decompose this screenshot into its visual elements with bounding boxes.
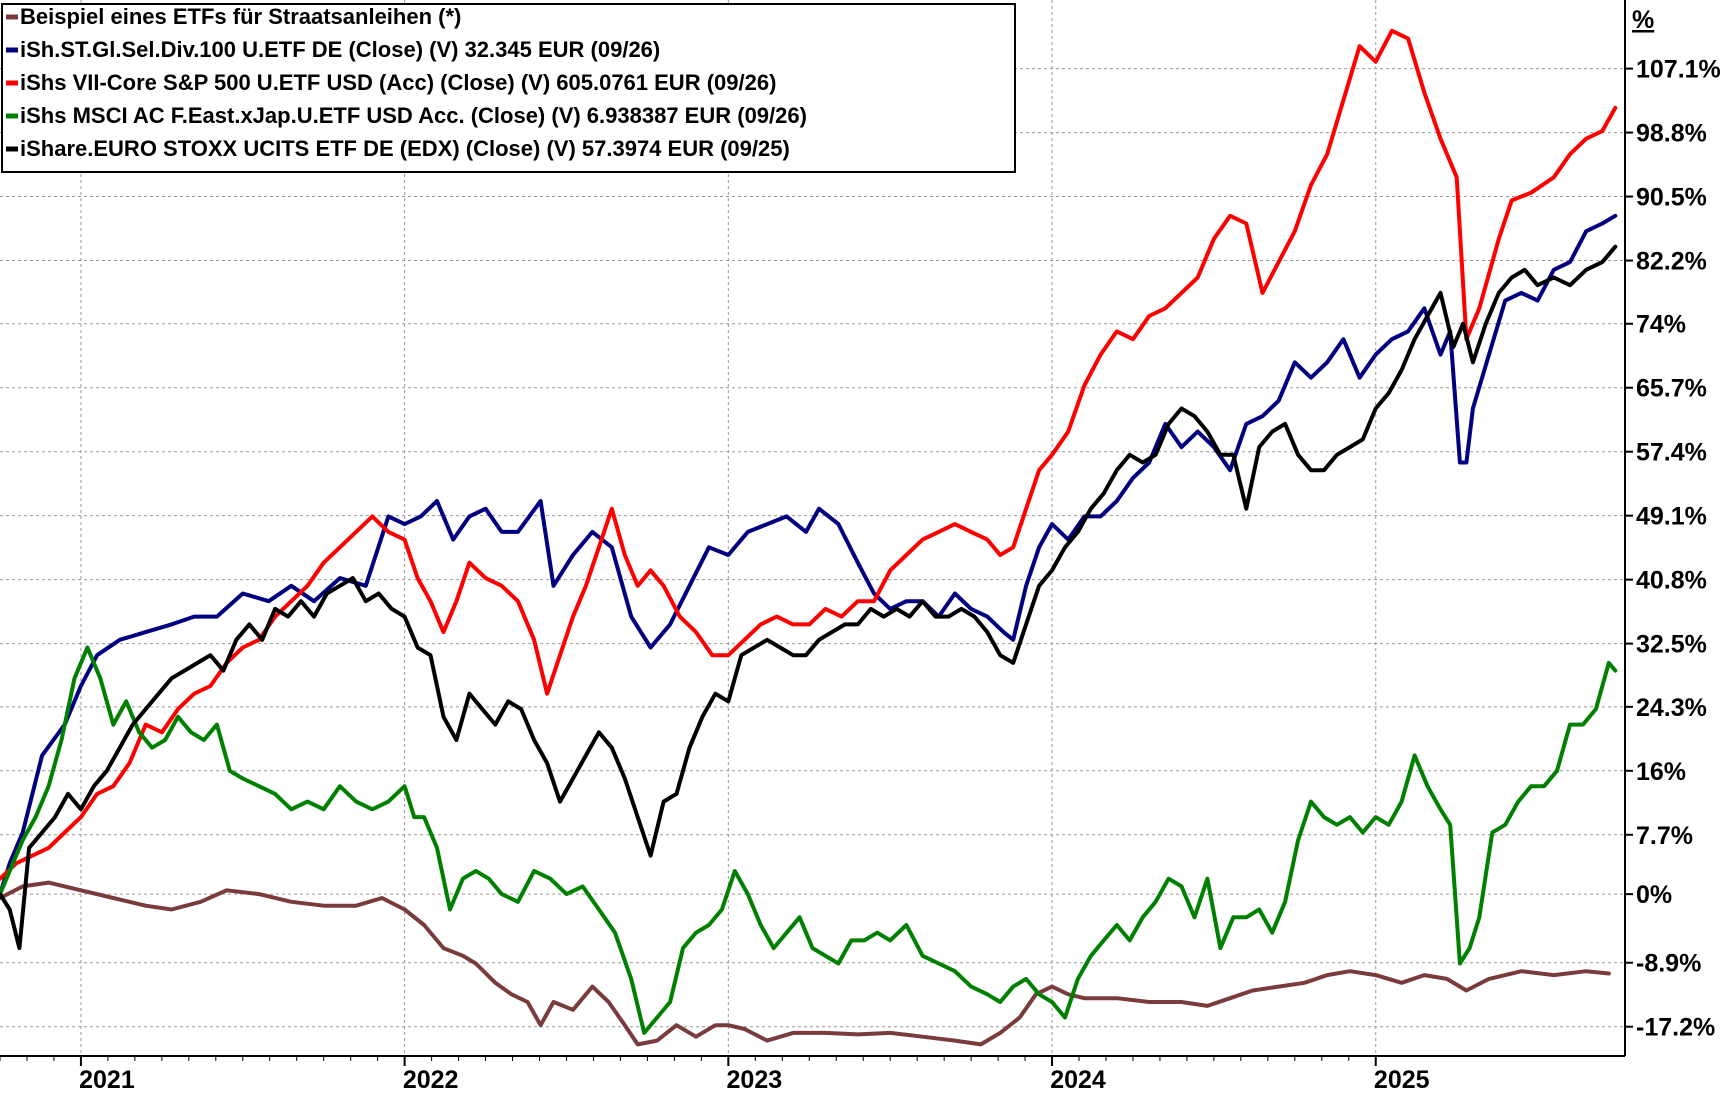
y-tick-label: 57.4% [1636, 439, 1707, 467]
y-tick-label: 74% [1636, 311, 1686, 339]
y-tick-label: 65.7% [1636, 375, 1707, 403]
series-line-0 [0, 880, 1611, 1047]
series-line-3 [0, 645, 1618, 1035]
y-tick-label: 0% [1636, 881, 1672, 909]
y-tick-label: 7.7% [1636, 822, 1693, 850]
y-tick-label: -17.2% [1636, 1014, 1715, 1042]
series-lines [0, 28, 1618, 1047]
legend-label: iShare.EURO STOXX UCITS ETF DE (EDX) (Cl… [20, 136, 790, 161]
series-line-4 [0, 244, 1618, 951]
series-line-1 [0, 213, 1618, 897]
x-tick-label: 2022 [403, 1066, 459, 1093]
y-tick-label: 40.8% [1636, 567, 1707, 595]
y-tick-label: 16% [1636, 758, 1686, 786]
y-unit-label: % [1632, 6, 1654, 34]
y-tick-label: 49.1% [1636, 503, 1707, 531]
legend-label: iShs VII-Core S&P 500 U.ETF USD (Acc) (C… [20, 70, 776, 95]
legend-label: Beispiel eines ETFs für Straatsanleihen … [20, 4, 461, 29]
y-tick-label: 24.3% [1636, 694, 1707, 722]
axes: % [0, 0, 1654, 1057]
x-tick-labels: 2021 2022 2023 2024 2025 [79, 1066, 1430, 1093]
x-tick-label: 2023 [727, 1066, 783, 1093]
x-tick-label: 2021 [79, 1066, 135, 1093]
y-tick-labels: 107.1% 98.8% 90.5% 82.2% 74% 65.7% 57.4% 49.1% 4… [1636, 56, 1721, 1042]
y-tick-label: -8.9% [1636, 950, 1701, 978]
x-tick-label: 2025 [1374, 1066, 1430, 1093]
legend-label: iSh.ST.Gl.Sel.Div.100 U.ETF DE (Close) (… [20, 37, 660, 62]
legend-box [1, 3, 1016, 173]
y-tick-label: 98.8% [1636, 120, 1707, 148]
legend-label: iShs MSCI AC F.East.xJap.U.ETF USD Acc. … [20, 103, 807, 128]
x-tick-label: 2024 [1050, 1066, 1106, 1093]
y-tick-label: 82.2% [1636, 248, 1707, 276]
legend: Beispiel eines ETFs für Straatsanleihen … [1, 3, 1016, 173]
y-tick-label: 32.5% [1636, 631, 1707, 659]
y-tick-label: 90.5% [1636, 184, 1707, 212]
y-tick-label: 107.1% [1636, 56, 1721, 84]
